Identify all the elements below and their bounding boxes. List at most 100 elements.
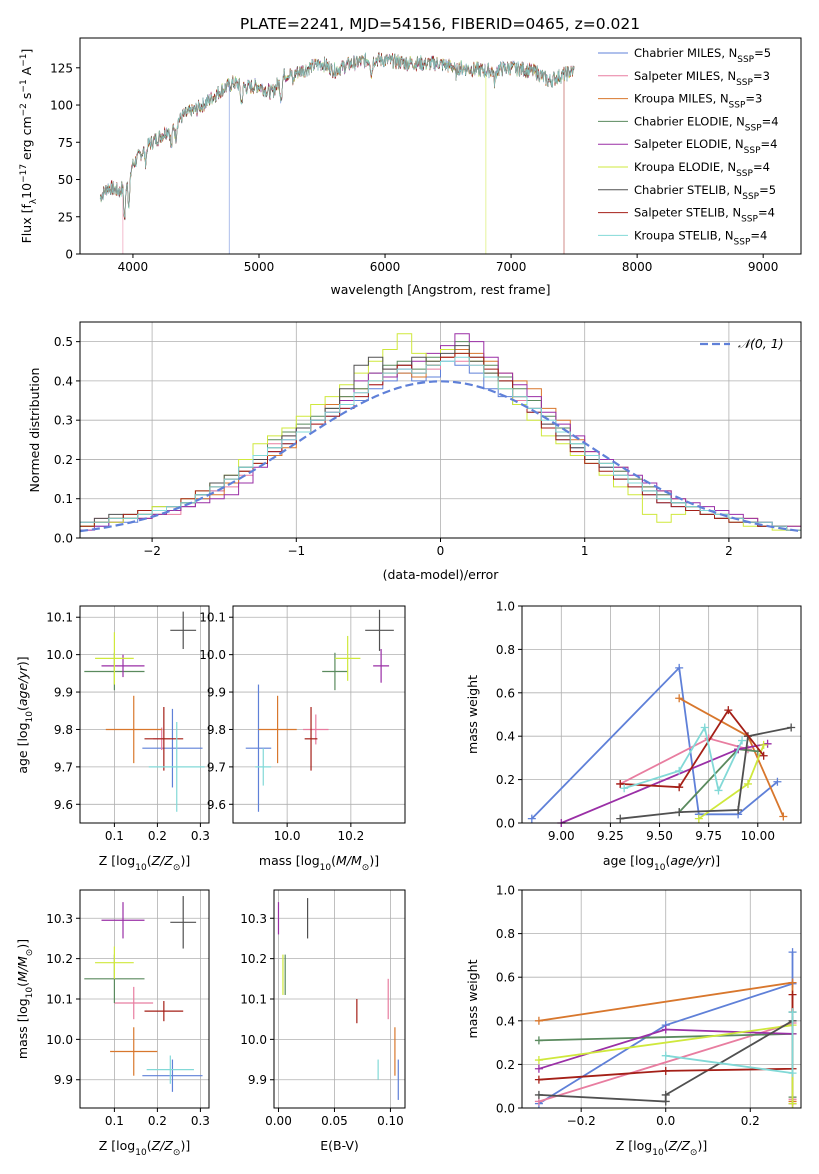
- x-tick-label: 4000: [118, 260, 149, 274]
- y-axis-label: mass weight: [465, 959, 480, 1038]
- y-tick-label: 0.2: [496, 773, 515, 787]
- spectrum-line-salpeter-miles: [100, 52, 575, 254]
- weight-marker: [527, 814, 536, 823]
- mass-weight-vs-Z-chart: −0.2 0.0 0.2 0.0 0.2 0.4 0.6 0.8 1.0 Z [log10(Z/Z…: [465, 884, 802, 1158]
- y-tick-label: 75: [58, 136, 73, 150]
- legend-label: Salpeter MILES, NSSP=3: [634, 69, 770, 88]
- legend-label: Kroupa ELODIE, NSSP=4: [634, 160, 770, 179]
- weight-marker: [620, 784, 629, 793]
- plot-frame: [521, 889, 802, 1109]
- weight-marker: [661, 1051, 670, 1060]
- y-tick-label: 1.0: [496, 884, 515, 898]
- weight-marker: [534, 1090, 543, 1099]
- y-axis-label: mass weight: [465, 675, 480, 754]
- plot-frame: [521, 605, 802, 824]
- x-tick-label: 0: [437, 544, 445, 558]
- y-axis-label: Flux [fλ10−17 erg cm−2 s−1 A−1]: [19, 49, 39, 244]
- legend-label: Chabrier MILES, NSSP=5: [634, 46, 771, 65]
- y-tick-label: 125: [50, 61, 73, 75]
- spectrum-line-chabrier-stelib: [99, 52, 575, 221]
- age-vs-mass-chart: 10.0 10.2 9.6 9.7 9.8 9.9 10.0 10.1 mass [log10(…: [199, 605, 406, 873]
- y-tick-label: 10.1: [240, 993, 267, 1007]
- y-tick-label: 0.2: [496, 1058, 515, 1072]
- weight-marker: [661, 1066, 670, 1075]
- spectrum-line-kroupa-miles: [99, 53, 575, 219]
- weight-marker: [788, 1099, 797, 1108]
- x-tick-label: 0.05: [321, 1114, 348, 1128]
- legend-label: Salpeter STELIB, NSSP=4: [634, 206, 775, 225]
- plot-frame: [79, 321, 802, 539]
- y-tick-label: 10.1: [199, 611, 226, 625]
- x-tick-label: 8000: [622, 260, 653, 274]
- spectrum-line-salpeter-elodie: [99, 53, 575, 219]
- weight-marker: [675, 783, 684, 792]
- y-axis-label: mass [log10(M/M⊙)]: [15, 939, 35, 1059]
- spectrum-line-chabrier-miles: [99, 53, 575, 254]
- weight-marker: [773, 777, 782, 786]
- plot-frame: [79, 889, 210, 1109]
- weight-marker: [734, 805, 743, 814]
- y-tick-label: 50: [58, 173, 73, 187]
- legend-label: Salpeter ELODIE, NSSP=4: [634, 137, 777, 156]
- weight-marker: [759, 751, 768, 760]
- spectrum-line-kroupa-elodie: [99, 53, 575, 254]
- mass-weight-vs-age-chart: 9.00 9.25 9.50 9.75 10.00 0.0 0.2 0.4 0.6 0.8 1.0 a…: [465, 600, 802, 873]
- weight-marker: [779, 812, 788, 821]
- x-axis-label: (data-model)/error: [383, 567, 500, 582]
- y-tick-label: 10.0: [199, 648, 226, 662]
- x-tick-label: 0.1: [105, 1114, 124, 1128]
- weight-line: [538, 952, 794, 1105]
- y-tick-label: 0.5: [54, 335, 73, 349]
- y-axis-label: Normed distribution: [27, 368, 42, 493]
- x-tick-label: 7000: [496, 260, 527, 274]
- x-tick-label: 0.00: [265, 1114, 292, 1128]
- age-vs-Z-chart: 0.1 0.2 0.3 9.6 9.7 9.8 9.9 10.0 10.1 Z [log10(Z/…: [15, 605, 210, 873]
- x-tick-label: 9000: [748, 260, 779, 274]
- y-tick-label: 0.6: [496, 971, 515, 985]
- weight-marker: [534, 1056, 543, 1065]
- y-tick-label: 10.0: [46, 1033, 73, 1047]
- legend-label: Chabrier STELIB, NSSP=5: [634, 183, 776, 202]
- weight-marker: [788, 978, 797, 987]
- y-tick-label: 0.8: [496, 643, 515, 657]
- y-tick-label: 0.0: [496, 817, 515, 831]
- y-tick-label: 9.6: [54, 798, 73, 812]
- x-axis-label: Z [log10(Z/Z⊙)]: [616, 1138, 707, 1158]
- y-tick-label: 9.7: [54, 760, 73, 774]
- weight-line: [620, 708, 765, 789]
- y-tick-label: 0.3: [54, 414, 73, 428]
- y-tick-label: 100: [50, 99, 73, 113]
- y-tick-label: 25: [58, 210, 73, 224]
- x-tick-label: 10.0: [274, 829, 301, 843]
- weight-marker: [661, 1090, 670, 1099]
- spectrum-line-kroupa-stelib: [99, 52, 575, 218]
- weight-marker: [534, 1075, 543, 1084]
- y-tick-label: 0.4: [496, 730, 515, 744]
- y-tick-label: 10.0: [46, 648, 73, 662]
- weight-marker: [788, 1069, 797, 1078]
- weight-marker: [661, 1025, 670, 1034]
- y-tick-label: 9.9: [54, 1073, 73, 1087]
- weight-marker: [759, 740, 768, 749]
- y-tick-label: 0.8: [496, 927, 515, 941]
- weight-marker: [788, 1008, 797, 1017]
- weight-marker: [675, 694, 684, 703]
- y-tick-label: 0.1: [54, 492, 73, 506]
- x-tick-label: 0.10: [377, 1114, 404, 1128]
- legend-label: 𝒩(0, 1): [738, 336, 784, 351]
- y-tick-label: 9.6: [207, 798, 226, 812]
- y-tick-label: 0.4: [496, 1014, 515, 1028]
- weight-marker: [534, 1036, 543, 1045]
- y-tick-label: 9.9: [207, 686, 226, 700]
- y-tick-label: 10.2: [46, 952, 73, 966]
- x-axis-label: age [log10(age/yr)]: [603, 853, 720, 873]
- charts-container: 4000 5000 6000 7000 8000 9000 0 25 50 75 100 125 Cha…: [15, 37, 802, 1158]
- x-axis-label: E(B-V): [320, 1138, 359, 1153]
- y-tick-label: 10.1: [46, 611, 73, 625]
- y-tick-label: 10.2: [240, 952, 267, 966]
- plot-frame: [79, 37, 802, 255]
- figure-title: PLATE=2241, MJD=54156, FIBERID=0465, z=0…: [240, 15, 640, 33]
- x-tick-label: 9.50: [646, 829, 673, 843]
- weight-marker: [616, 779, 625, 788]
